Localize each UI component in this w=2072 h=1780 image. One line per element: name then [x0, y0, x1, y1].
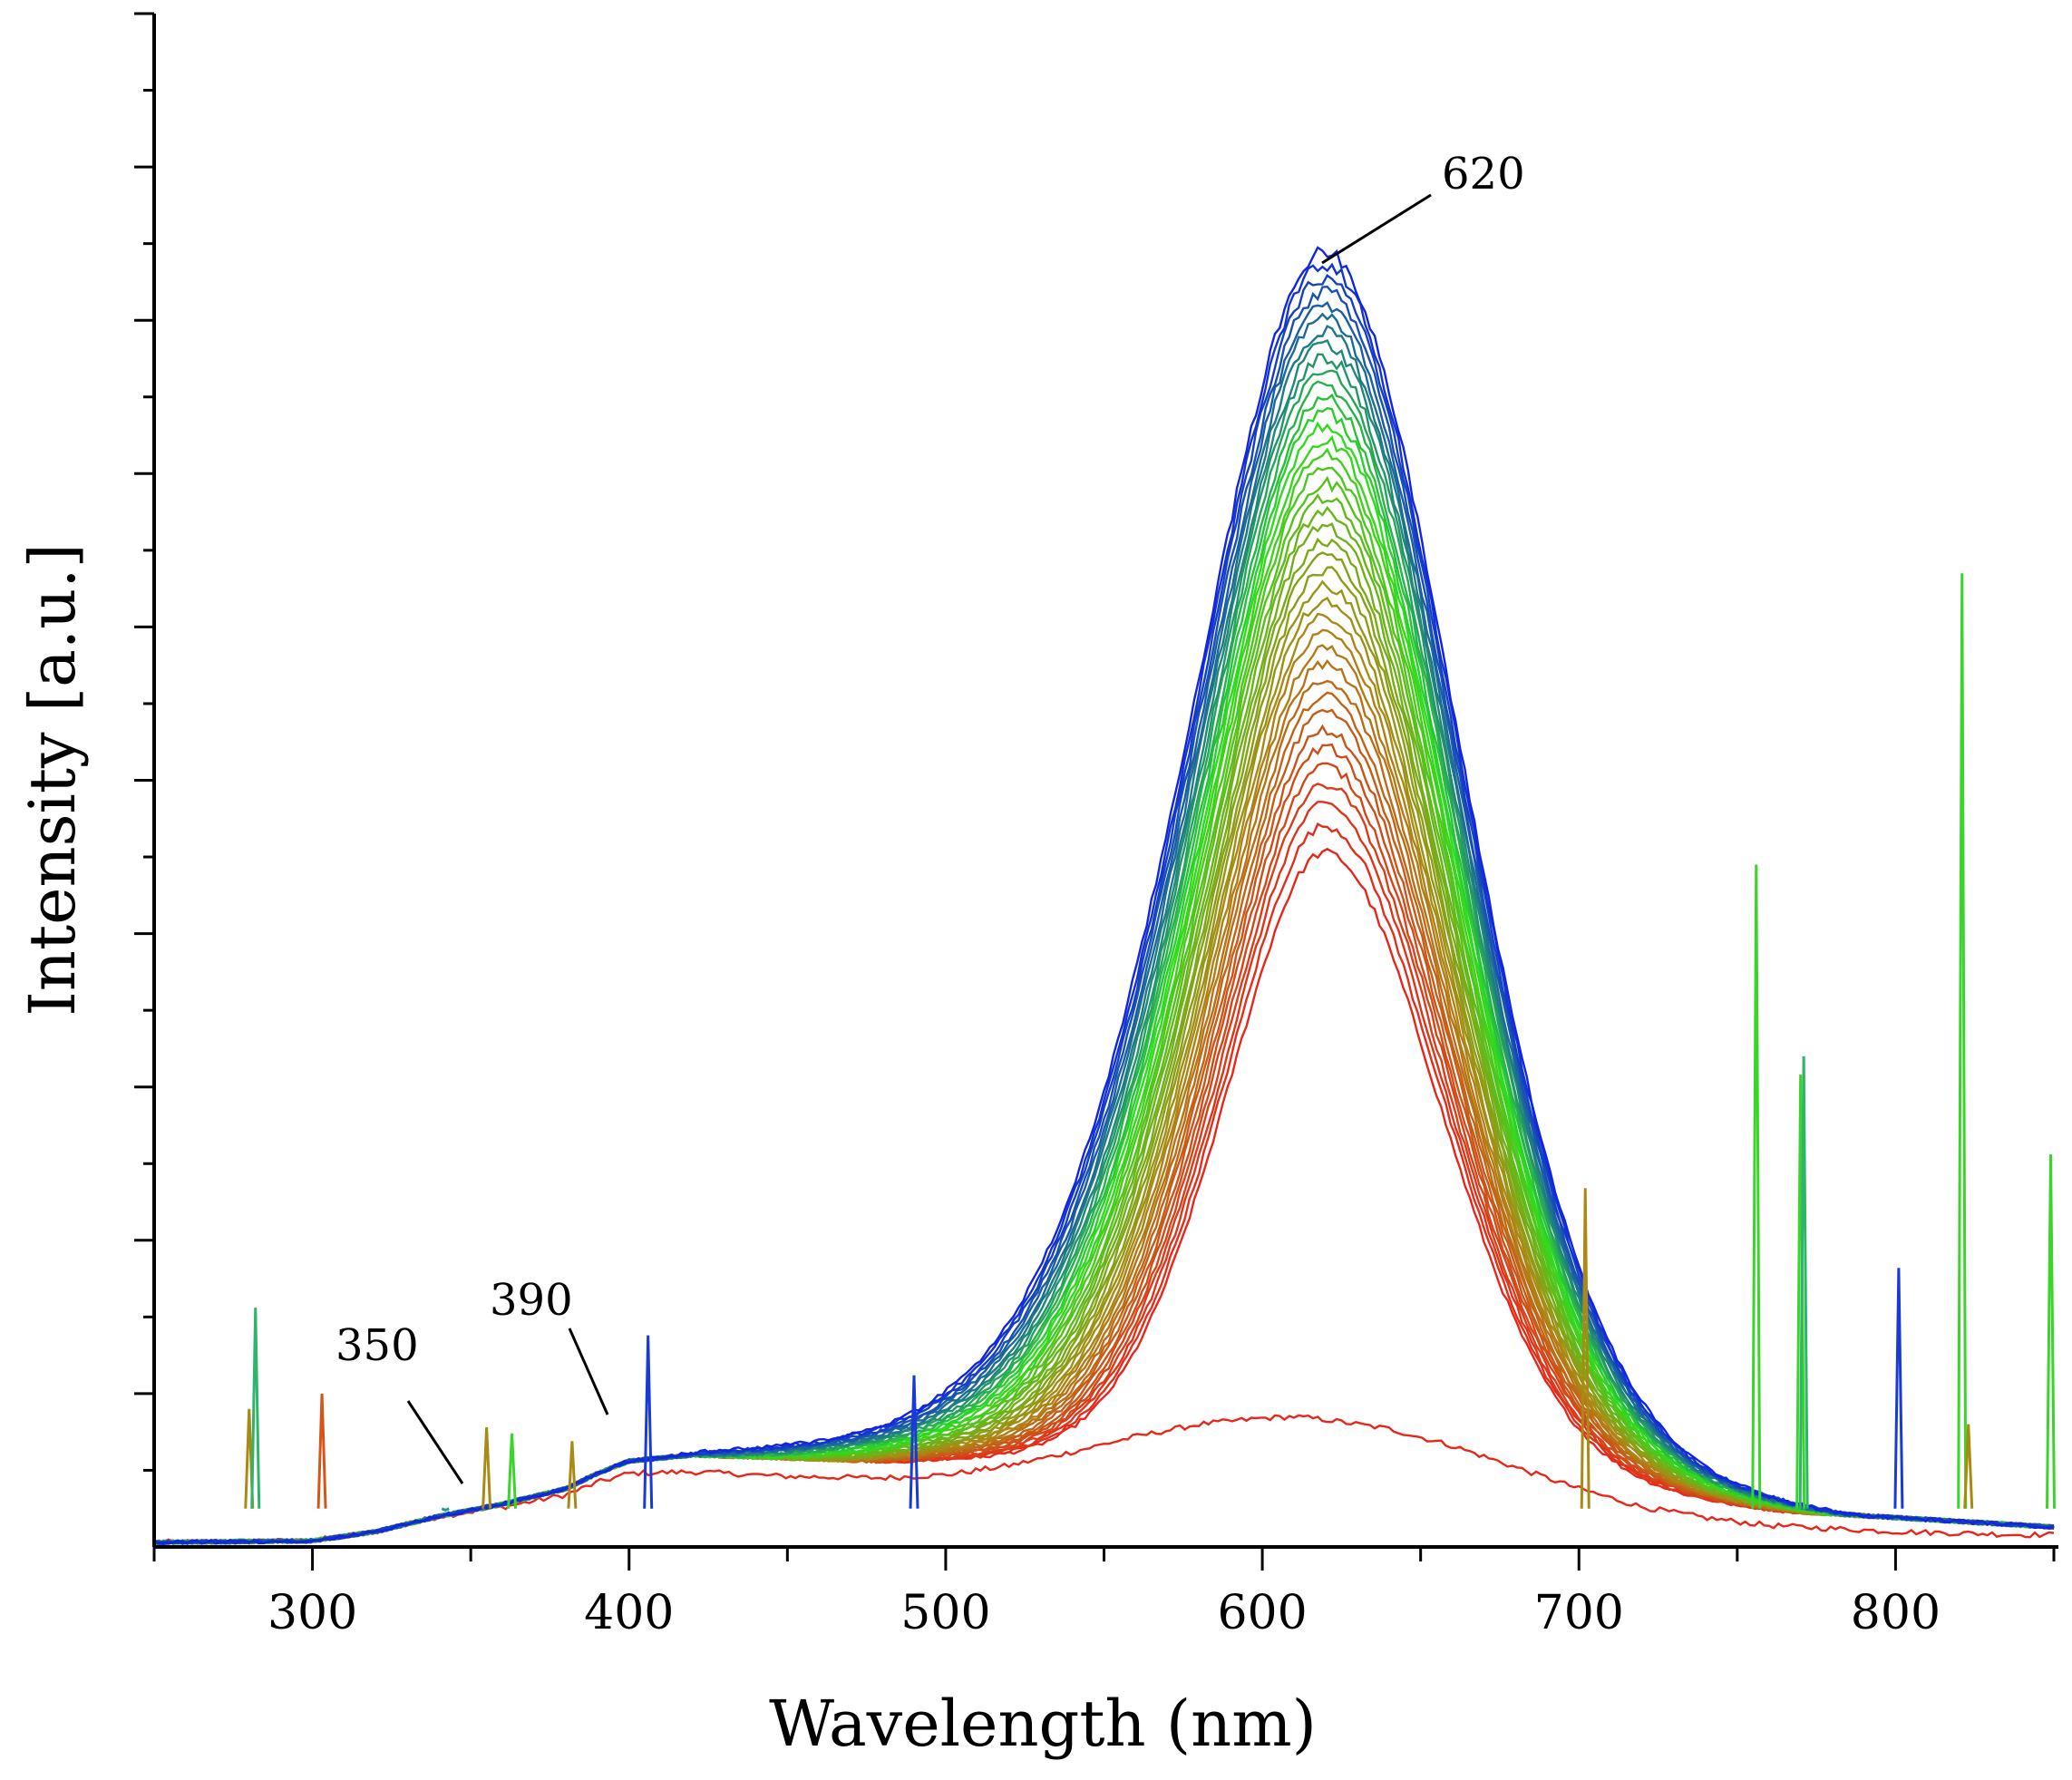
x-tick-label-700: 700	[1534, 1586, 1624, 1640]
x-tick-label-600: 600	[1217, 1586, 1307, 1640]
annotation-390-leader	[568, 1328, 609, 1415]
spike-3	[316, 1393, 327, 1509]
y-ticks	[134, 12, 154, 1472]
series-line-32	[153, 353, 2055, 1546]
x-tick-label-800: 800	[1851, 1586, 1941, 1640]
spike-11	[1751, 864, 1762, 1509]
annotation-390-label: 390	[490, 1275, 573, 1326]
spike-4	[441, 1507, 450, 1513]
spike-13	[1798, 1055, 1809, 1509]
x-ticks: 300 400 500 600 700 800	[152, 1547, 2056, 1640]
series-line-10	[153, 679, 2055, 1546]
spike-2	[250, 1308, 261, 1509]
spike-7	[567, 1441, 578, 1509]
annotation-350-label: 350	[336, 1320, 419, 1371]
spike-9	[909, 1375, 919, 1509]
series-line-22	[153, 493, 2055, 1545]
x-axis-title: Wavelength (nm)	[769, 1687, 1317, 1761]
series-line-13	[153, 628, 2055, 1545]
annotation-620-label: 620	[1442, 149, 1525, 199]
x-tick-label-500: 500	[900, 1586, 990, 1640]
annotation-620-leader	[1321, 193, 1432, 265]
series-line-16	[153, 579, 2055, 1545]
plot-area	[153, 246, 2057, 1546]
spike-15	[1957, 573, 1968, 1509]
axes: 300 400 500 600 700 800	[134, 12, 2058, 1640]
series-line-40	[153, 246, 2055, 1545]
x-tick-label-300: 300	[268, 1586, 357, 1640]
annotation-350-leader	[406, 1400, 464, 1484]
series-line-baseline	[153, 1414, 2055, 1546]
series-line-33	[153, 338, 2055, 1545]
spike-8	[643, 1335, 654, 1509]
series-line-27	[153, 421, 2055, 1546]
x-tick-label-400: 400	[584, 1586, 674, 1640]
spike-5	[482, 1427, 492, 1509]
series-line-15	[153, 596, 2055, 1545]
spike-14	[1893, 1268, 1904, 1509]
series-line-26	[153, 434, 2054, 1545]
series-line-21	[153, 506, 2055, 1546]
spike-12	[1795, 1075, 1806, 1509]
series-line-14	[153, 612, 2055, 1545]
spike-10	[1580, 1188, 1590, 1509]
spike-16	[1963, 1424, 1974, 1509]
series-line-36	[153, 300, 2055, 1545]
series-line-37	[153, 285, 2055, 1545]
spike-6	[507, 1433, 518, 1509]
series-line-28	[153, 406, 2055, 1546]
spike-17	[2046, 1154, 2057, 1509]
series-line-19	[153, 537, 2055, 1545]
annotations: 620 390 350	[336, 149, 1525, 1484]
series-line-39	[153, 262, 2055, 1546]
y-axis-title: Intensity [a.u.]	[15, 543, 90, 1016]
